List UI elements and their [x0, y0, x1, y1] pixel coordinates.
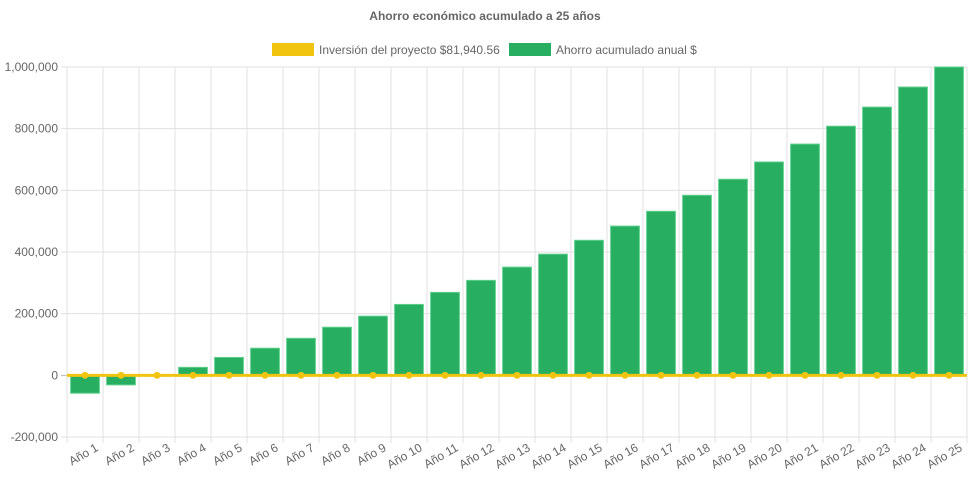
x-tick-label: Año 24 — [889, 440, 929, 471]
bar-21 — [790, 143, 820, 376]
investment-point-6 — [261, 371, 269, 379]
investment-point-19 — [729, 371, 737, 379]
legend: Inversión del proyecto $81,940.56 Ahorro… — [272, 43, 697, 57]
x-tick-label: Año 13 — [493, 440, 533, 471]
x-tick-label: Año 8 — [318, 440, 352, 468]
bar-20 — [754, 161, 784, 376]
investment-point-18 — [693, 371, 701, 379]
investment-point-8 — [333, 371, 341, 379]
y-tick-label: -200,000 — [11, 430, 59, 444]
investment-point-5 — [225, 371, 233, 379]
y-tick-label: 800,000 — [15, 122, 59, 136]
investment-point-2 — [117, 371, 125, 379]
investment-point-21 — [801, 371, 809, 379]
y-tick-label: 400,000 — [15, 245, 59, 259]
investment-point-17 — [657, 371, 665, 379]
investment-point-20 — [765, 371, 773, 379]
investment-point-16 — [621, 371, 629, 379]
investment-point-24 — [909, 371, 917, 379]
investment-point-1 — [81, 371, 89, 379]
x-tick-label: Año 20 — [745, 440, 785, 471]
legend-label-line[interactable]: Inversión del proyecto $81,940.56 — [319, 43, 500, 57]
bar-23 — [862, 106, 892, 376]
bar-25 — [934, 66, 964, 376]
x-tick-label: Año 1 — [66, 440, 100, 468]
bar-16 — [610, 225, 640, 376]
legend-swatch-bar[interactable] — [509, 43, 551, 56]
x-tick-label: Año 15 — [565, 440, 605, 471]
bar-12 — [466, 279, 496, 376]
x-tick-label: Año 11 — [421, 440, 460, 471]
x-tick-label: Año 3 — [138, 440, 172, 468]
bar-22 — [826, 125, 856, 376]
y-tick-label: 600,000 — [15, 183, 59, 197]
x-tick-label: Año 12 — [457, 440, 497, 471]
bar-18 — [682, 194, 712, 376]
legend-swatch-line[interactable] — [272, 43, 314, 56]
x-tick-label: Año 19 — [709, 440, 749, 471]
investment-point-10 — [405, 371, 413, 379]
bar-11 — [430, 291, 460, 376]
bar-9 — [358, 315, 388, 376]
bar-7 — [286, 337, 316, 376]
investment-point-11 — [441, 371, 449, 379]
bar-14 — [538, 253, 568, 376]
x-tick-label: Año 6 — [246, 440, 280, 468]
investment-point-3 — [153, 371, 161, 379]
investment-point-13 — [513, 371, 521, 379]
x-tick-label: Año 9 — [354, 440, 388, 468]
x-tick-label: Año 21 — [781, 440, 821, 471]
x-tick-label: Año 22 — [817, 440, 857, 471]
investment-point-7 — [297, 371, 305, 379]
x-tick-label: Año 5 — [210, 440, 244, 468]
investment-point-15 — [585, 371, 593, 379]
bar-10 — [394, 303, 424, 376]
investment-point-4 — [189, 371, 197, 379]
chart-title: Ahorro económico acumulado a 25 años — [369, 9, 601, 23]
investment-point-14 — [549, 371, 557, 379]
x-tick-label: Año 4 — [174, 440, 208, 468]
investment-point-12 — [477, 371, 485, 379]
bar-24 — [898, 86, 928, 376]
x-tick-label: Año 25 — [925, 440, 965, 471]
legend-label-bar[interactable]: Ahorro acumulado anual $ — [556, 43, 697, 57]
x-tick-label: Año 7 — [282, 440, 316, 468]
x-tick-label: Año 16 — [601, 440, 641, 471]
x-tick-label: Año 10 — [385, 440, 425, 471]
bar-6 — [250, 347, 280, 376]
x-tick-label: Año 17 — [637, 440, 677, 471]
investment-point-23 — [873, 371, 881, 379]
x-tick-label: Año 2 — [102, 440, 136, 468]
y-tick-label: 200,000 — [15, 307, 59, 321]
investment-point-22 — [837, 371, 845, 379]
x-tick-label: Año 18 — [673, 440, 713, 471]
y-tick-label: 1,000,000 — [5, 60, 59, 74]
y-tick-label: 0 — [51, 368, 58, 382]
bar-8 — [322, 326, 352, 376]
x-tick-label: Año 23 — [853, 440, 893, 471]
bar-13 — [502, 266, 532, 376]
x-tick-label: Año 14 — [529, 440, 569, 471]
investment-point-9 — [369, 371, 377, 379]
bar-17 — [646, 210, 676, 376]
bar-15 — [574, 239, 604, 376]
investment-point-25 — [945, 371, 953, 379]
bar-19 — [718, 178, 748, 376]
